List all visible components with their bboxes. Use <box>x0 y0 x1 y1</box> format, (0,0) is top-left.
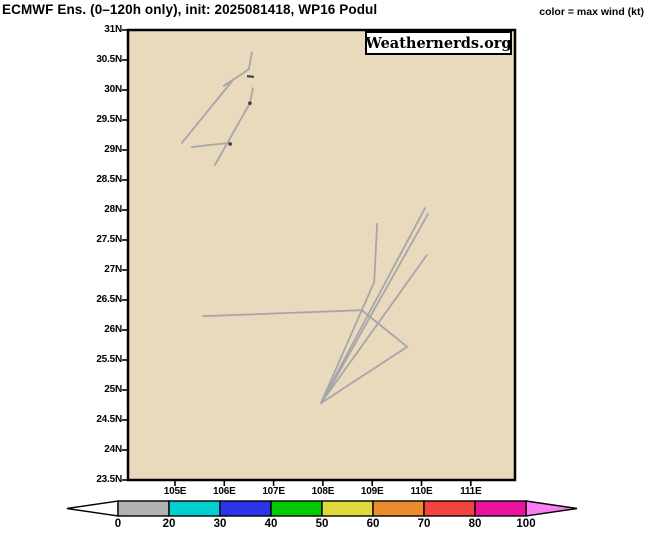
lat-label-24.5N: 24.5N <box>96 414 122 425</box>
lat-label-25N: 25N <box>104 384 122 395</box>
track-member-south-5 <box>319 254 428 405</box>
lat-label-26.5N: 26.5N <box>96 294 122 305</box>
weathernerds-logo-text: Weathernerds.org <box>365 34 512 52</box>
colorbar-segment-70-80 <box>423 500 476 517</box>
lat-label-30.5N: 30.5N <box>96 54 122 65</box>
lon-label-106E: 106E <box>213 486 236 497</box>
track-member-south-1 <box>202 309 363 318</box>
weathernerds-logo: Weathernerds.org <box>365 31 512 55</box>
colorbar-segment-40-50 <box>270 500 323 517</box>
lat-label-29.5N: 29.5N <box>96 114 122 125</box>
colorbar-segment-30-40 <box>219 500 272 517</box>
lat-label-24N: 24N <box>104 444 122 455</box>
colorbar-segment-0-20 <box>117 500 170 517</box>
chart-title: ECMWF Ens. (0–120h only), init: 20250814… <box>2 2 378 17</box>
lat-label-28N: 28N <box>104 204 122 215</box>
colorbar-label-40: 40 <box>264 518 278 530</box>
track-member-south-3 <box>319 207 426 405</box>
colorbar-label-60: 60 <box>366 518 380 530</box>
position-dot-1 <box>248 101 252 105</box>
colorbar-label-80: 80 <box>468 518 482 530</box>
lon-label-110E: 110E <box>410 486 433 497</box>
colorbar-label-30: 30 <box>213 518 227 530</box>
colorbar-label-20: 20 <box>162 518 176 530</box>
colorbar-segment-50-60 <box>321 500 374 517</box>
lon-label-109E: 109E <box>360 486 384 497</box>
colorbar-label-0: 0 <box>114 518 122 530</box>
colorbar-caption: color = max wind (kt) <box>539 6 644 18</box>
position-dot-2 <box>228 142 232 146</box>
lat-label-26N: 26N <box>104 324 122 335</box>
colorbar-label-50: 50 <box>315 518 329 530</box>
colorbar-segment-60-70 <box>372 500 425 517</box>
lat-label-31N: 31N <box>104 24 122 35</box>
lat-label-27N: 27N <box>104 264 122 275</box>
track-stub-1 <box>246 75 254 78</box>
colorbar-segment-20-30 <box>168 500 221 517</box>
track-member-north-1 <box>180 51 253 144</box>
lat-label-27.5N: 27.5N <box>96 234 122 245</box>
lat-label-30N: 30N <box>104 84 122 95</box>
map-area <box>126 28 517 482</box>
colorbar-underflow-arrow <box>66 500 119 517</box>
lat-label-28.5N: 28.5N <box>96 174 122 185</box>
track-member-south-2 <box>319 222 379 405</box>
lon-label-108E: 108E <box>311 486 335 497</box>
track-member-north-3 <box>190 141 232 148</box>
lat-label-25.5N: 25.5N <box>96 354 122 365</box>
colorbar-label-70: 70 <box>417 518 431 530</box>
lon-label-105E: 105E <box>163 486 187 497</box>
colorbar-label-100: 100 <box>516 518 536 530</box>
lat-label-29N: 29N <box>104 144 122 155</box>
lon-label-107E: 107E <box>262 486 285 497</box>
colorbar-segment-80-100 <box>474 500 527 517</box>
lon-label-111E: 111E <box>460 486 482 497</box>
colorbar-overflow-arrow <box>525 500 578 517</box>
track-member-south-6 <box>319 309 409 405</box>
lat-label-23.5N: 23.5N <box>96 474 122 485</box>
track-member-south-4 <box>321 213 429 402</box>
